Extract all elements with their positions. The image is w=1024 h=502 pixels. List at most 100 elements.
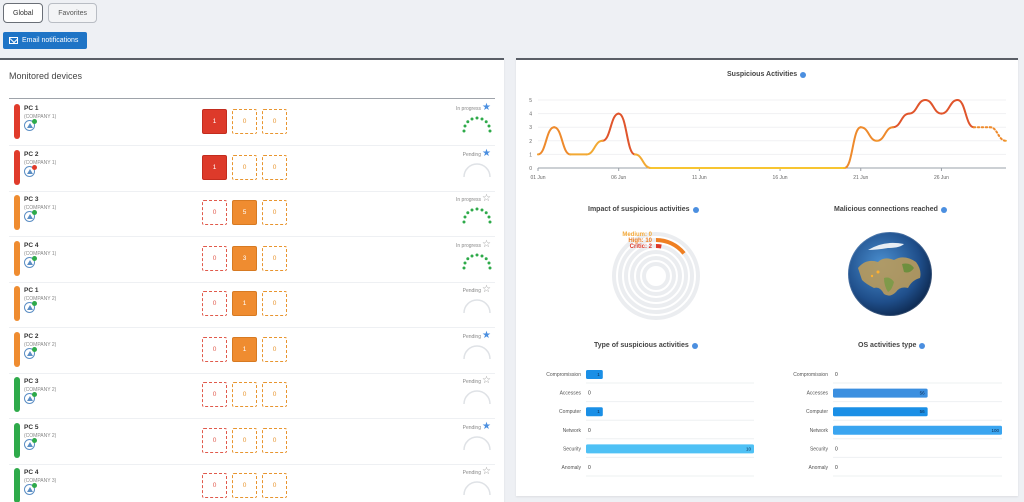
data-point[interactable] — [779, 167, 781, 169]
critic-count[interactable]: 0 — [202, 336, 227, 362]
tab-favorites[interactable]: Favorites — [48, 3, 98, 23]
info-icon[interactable] — [691, 342, 698, 349]
medium-count[interactable]: 0 — [262, 245, 287, 271]
medium-count[interactable]: 0 — [262, 291, 287, 316]
info-icon[interactable] — [940, 206, 947, 213]
data-point[interactable] — [875, 139, 878, 142]
critic-count[interactable]: 1 — [202, 154, 227, 180]
radial-bar[interactable] — [655, 238, 686, 255]
favorite-star-icon[interactable]: ☆ — [482, 238, 491, 250]
device-row[interactable]: PC 5 (COMPANY 2) 0 0 0 Pending ★ — [9, 420, 495, 465]
favorite-star-icon[interactable]: ★ — [482, 147, 491, 159]
device-row[interactable]: PC 3 (COMPANY 2) 0 0 0 Pending ☆ — [9, 374, 495, 419]
bar[interactable] — [833, 425, 1002, 435]
critic-count[interactable]: 0 — [202, 382, 227, 407]
data-point[interactable] — [811, 167, 814, 169]
high-count[interactable]: 0 — [232, 382, 257, 407]
device-row[interactable]: PC 2 (COMPANY 1) 1 0 0 Pending ★ — [9, 147, 495, 192]
data-point[interactable] — [553, 126, 556, 129]
radial-label: Critic: 2 — [630, 244, 653, 250]
device-row[interactable]: PC 4 (COMPANY 1) 0 3 0 In progress ☆ — [9, 238, 495, 283]
data-point[interactable] — [585, 153, 588, 156]
data-point[interactable] — [956, 99, 959, 101]
high-count[interactable]: 5 — [232, 200, 257, 225]
panel-title: Monitored devices — [9, 71, 83, 81]
favorite-star-icon[interactable]: ★ — [482, 329, 491, 341]
data-point[interactable] — [633, 153, 636, 156]
critic-count[interactable]: 0 — [202, 427, 227, 453]
favorite-star-icon[interactable]: ☆ — [482, 375, 491, 386]
device-row[interactable]: PC 1 (COMPANY 2) 0 1 0 Pending ☆ — [9, 283, 495, 328]
high-count[interactable]: 3 — [232, 245, 257, 271]
device-company: (COMPANY 2) — [24, 432, 57, 439]
favorite-star-icon[interactable]: ☆ — [482, 193, 491, 204]
data-point[interactable] — [714, 167, 717, 169]
medium-count[interactable]: 0 — [262, 109, 287, 134]
medium-count[interactable]: 0 — [262, 154, 287, 180]
data-point[interactable] — [859, 126, 862, 129]
data-point[interactable] — [730, 167, 733, 169]
critic-count[interactable]: 1 — [202, 109, 227, 134]
device-row[interactable]: PC 1 (COMPANY 1) 1 0 0 In progress ★ — [9, 101, 495, 146]
favorite-star-icon[interactable]: ☆ — [482, 284, 491, 295]
medium-count[interactable]: 0 — [262, 473, 287, 498]
y-tick-label: 4 — [529, 112, 532, 118]
data-point[interactable] — [617, 112, 620, 115]
bar[interactable] — [586, 370, 603, 379]
device-company: (COMPANY 2) — [24, 296, 57, 302]
favorite-star-icon[interactable]: ★ — [482, 102, 491, 113]
line-segment — [633, 153, 652, 169]
data-point[interactable] — [795, 167, 798, 169]
high-count[interactable]: 0 — [232, 109, 257, 134]
data-point[interactable] — [569, 153, 572, 156]
data-point[interactable] — [908, 112, 911, 115]
critic-count[interactable]: 0 — [202, 245, 227, 271]
data-point[interactable] — [601, 139, 604, 142]
critic-count[interactable]: 0 — [202, 291, 227, 316]
data-point[interactable] — [1005, 139, 1007, 142]
data-point[interactable] — [988, 126, 991, 129]
data-point[interactable] — [940, 112, 943, 115]
device-row[interactable]: PC 2 (COMPANY 2) 0 1 0 Pending ★ — [9, 329, 495, 374]
medium-count[interactable]: 0 — [262, 382, 287, 407]
data-point[interactable] — [682, 167, 685, 169]
data-point[interactable] — [698, 167, 701, 169]
info-icon[interactable] — [692, 206, 699, 213]
data-point[interactable] — [924, 99, 927, 101]
bar[interactable] — [586, 444, 754, 454]
data-point[interactable] — [892, 126, 894, 129]
high-count[interactable]: 0 — [232, 154, 257, 180]
data-point[interactable] — [746, 167, 749, 169]
data-point[interactable] — [972, 126, 975, 129]
data-point[interactable] — [650, 167, 652, 169]
tab-global[interactable]: Global — [3, 3, 44, 23]
bar[interactable] — [833, 407, 928, 417]
device-row[interactable]: PC 4 (COMPANY 3) 0 0 0 Pending ☆ — [9, 465, 495, 502]
medium-count[interactable]: 0 — [262, 427, 287, 453]
device-icon — [24, 211, 35, 222]
critic-count[interactable]: 0 — [202, 200, 227, 225]
high-count[interactable]: 0 — [232, 427, 257, 453]
category-label: Anomaly — [809, 465, 829, 471]
data-point[interactable] — [537, 153, 539, 156]
email-notifications-button[interactable]: Email notifications — [3, 32, 87, 49]
data-point[interactable] — [843, 167, 846, 169]
bar[interactable] — [833, 388, 928, 398]
type-activities-chart: Compromission 1 Accesses 0 Computer 1 Network 0… — [546, 370, 754, 477]
high-count[interactable]: 0 — [232, 473, 257, 498]
device-row[interactable]: PC 3 (COMPANY 1) 0 5 0 In progress ☆ — [9, 192, 495, 237]
high-count[interactable]: 1 — [232, 336, 257, 362]
data-point[interactable] — [763, 167, 765, 169]
favorite-star-icon[interactable]: ☆ — [482, 466, 491, 477]
medium-count[interactable]: 0 — [262, 336, 287, 362]
device-status: Pending — [462, 379, 481, 385]
data-point[interactable] — [666, 167, 669, 169]
favorite-star-icon[interactable]: ★ — [482, 420, 491, 432]
info-icon[interactable] — [800, 71, 807, 78]
high-count[interactable]: 1 — [232, 291, 257, 316]
info-icon[interactable] — [919, 342, 926, 349]
data-point[interactable] — [827, 167, 830, 169]
critic-count[interactable]: 0 — [202, 473, 227, 498]
bar[interactable] — [586, 407, 603, 417]
medium-count[interactable]: 0 — [262, 200, 287, 225]
